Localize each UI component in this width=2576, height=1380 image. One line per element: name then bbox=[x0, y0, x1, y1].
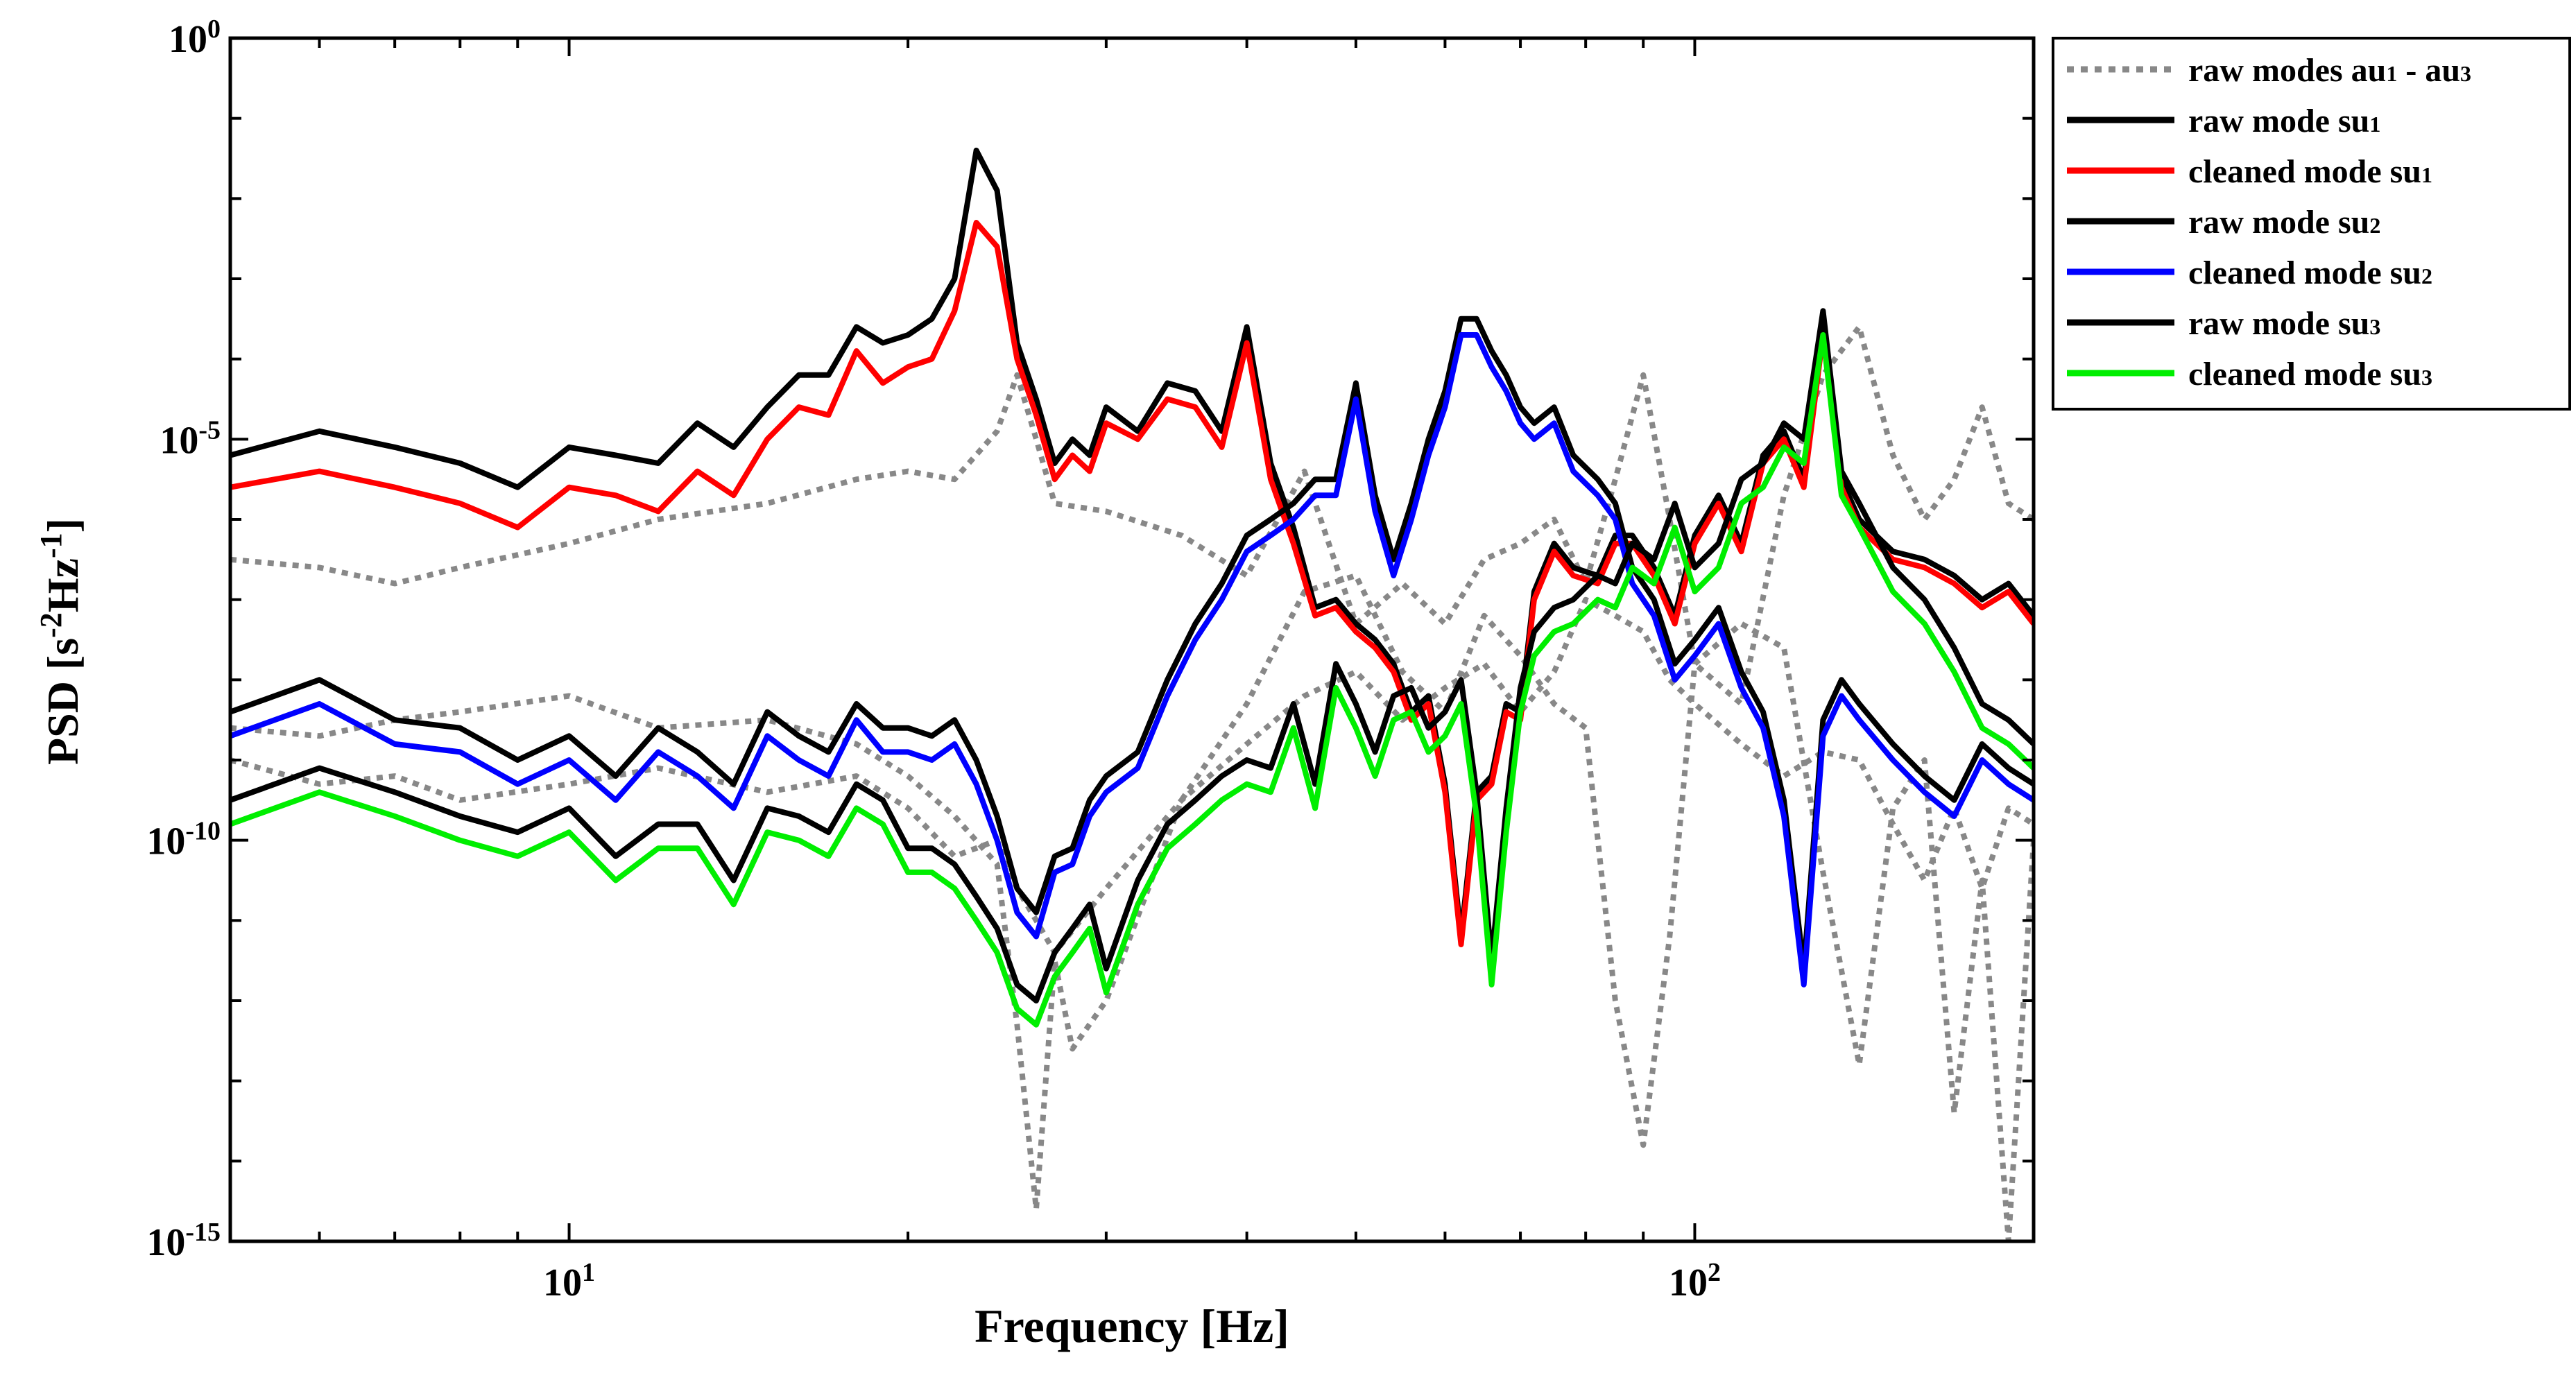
series-line-1 bbox=[230, 573, 2034, 1241]
series-line-0 bbox=[230, 324, 2034, 707]
series-line-8 bbox=[230, 332, 2034, 1028]
series-line-5 bbox=[230, 316, 2034, 972]
x-tick-label-1: 102 bbox=[1669, 1258, 1721, 1304]
series-line-6 bbox=[230, 332, 2034, 987]
legend-label-0: raw modes au1 - au3 bbox=[2188, 52, 2471, 89]
plot-area-frame bbox=[228, 36, 2036, 1243]
series-layer bbox=[230, 147, 2034, 1241]
y-axis-label: PSD [s-2Hz-1] bbox=[34, 518, 88, 765]
legend-label-2: cleaned mode su1 bbox=[2188, 153, 2432, 190]
x-axis-label: Frequency [Hz] bbox=[974, 1300, 1289, 1352]
legend-label-6: cleaned mode su3 bbox=[2188, 356, 2432, 393]
y-tick-label-1: 10-5 bbox=[160, 415, 221, 462]
tick-layer bbox=[229, 37, 2035, 1243]
legend-label-4: cleaned mode su2 bbox=[2188, 255, 2432, 291]
legend-label-3: raw mode su2 bbox=[2188, 204, 2380, 241]
tick-label-layer: 101 102 100 10-5 10-10 10-15 bbox=[146, 15, 1721, 1304]
series-line-7 bbox=[230, 308, 2034, 1003]
legend-label-1: raw mode su1 bbox=[2188, 103, 2380, 139]
legend: raw modes au1 - au3 raw mode su1 cleaned m… bbox=[2052, 37, 2571, 411]
x-tick-label-0: 101 bbox=[543, 1258, 595, 1304]
y-tick-label-0: 100 bbox=[169, 15, 221, 61]
series-line-2 bbox=[230, 596, 2034, 956]
y-tick-label-2: 10-10 bbox=[146, 817, 221, 863]
y-tick-label-3: 10-15 bbox=[146, 1218, 221, 1264]
legend-label-5: raw mode su3 bbox=[2188, 305, 2380, 342]
